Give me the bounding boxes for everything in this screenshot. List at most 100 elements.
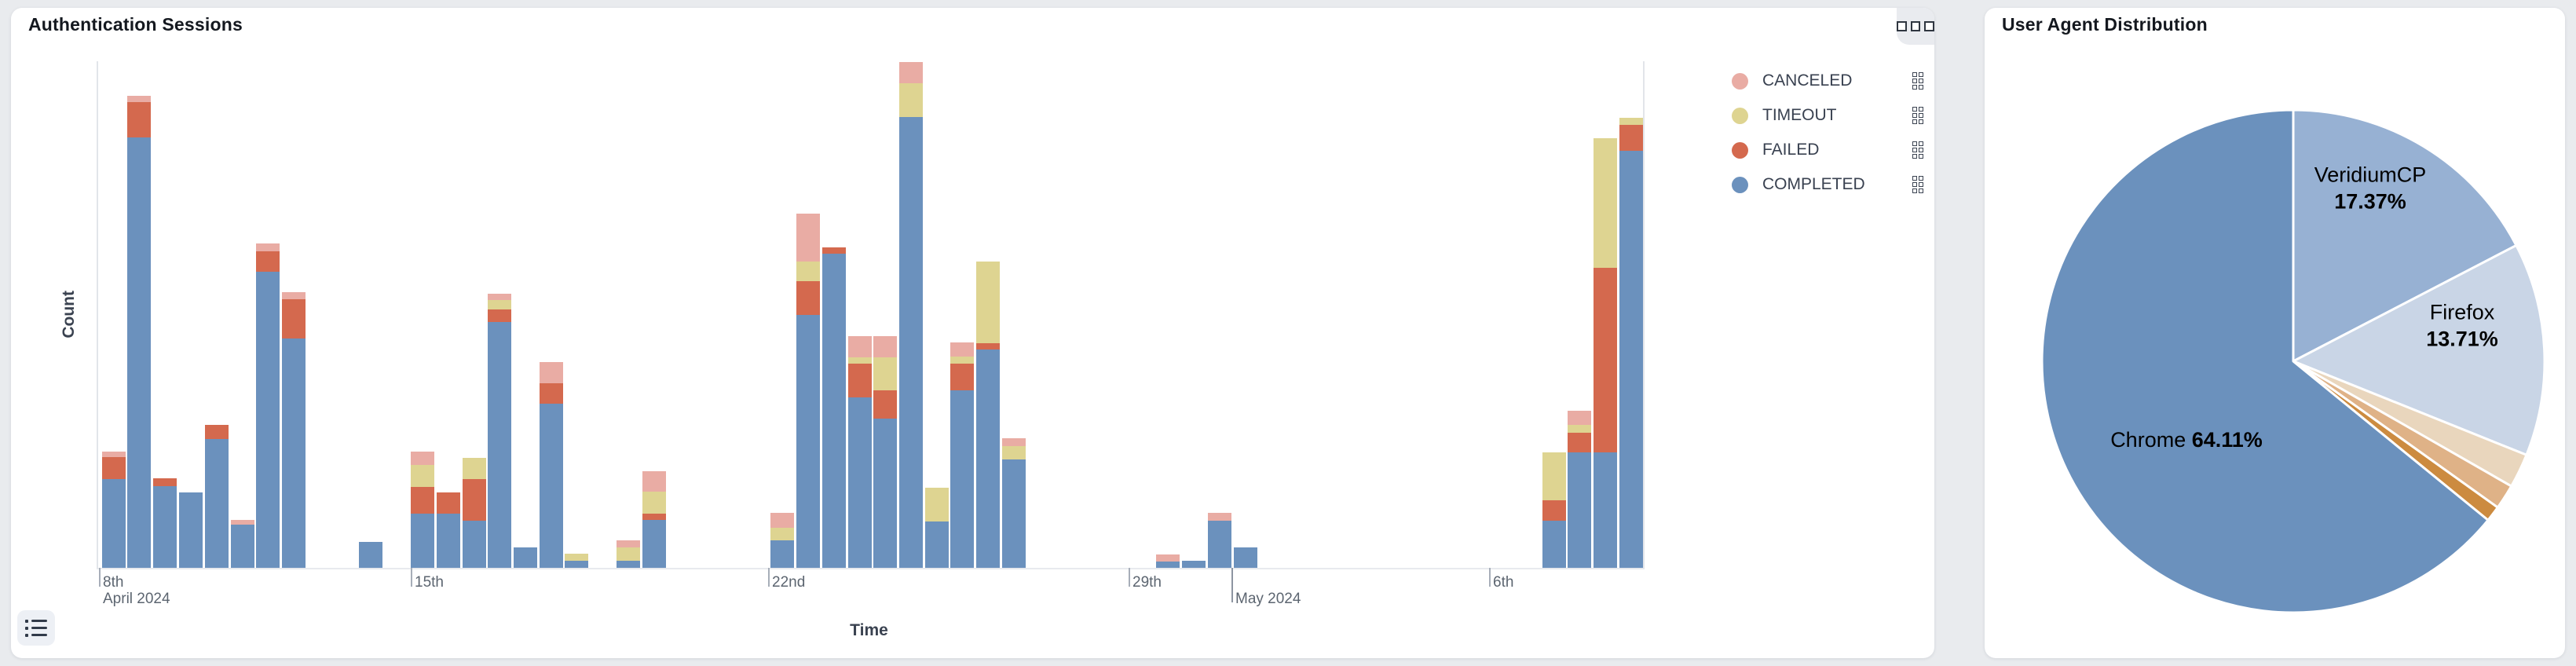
legend-drag-handle-icon[interactable] bbox=[1912, 107, 1923, 124]
stacked-bar[interactable] bbox=[463, 458, 486, 568]
bar-segment-canceled[interactable] bbox=[1568, 411, 1591, 425]
bar-segment-completed[interactable] bbox=[205, 439, 229, 568]
bar-segment-canceled[interactable] bbox=[1002, 438, 1026, 446]
legend-item-canceled[interactable]: CANCELED bbox=[1732, 69, 1852, 93]
bar-segment-completed[interactable] bbox=[565, 561, 588, 568]
bar-segment-completed[interactable] bbox=[1002, 459, 1026, 568]
bar-segment-canceled[interactable] bbox=[540, 362, 563, 383]
stacked-bar[interactable] bbox=[231, 520, 254, 568]
stacked-bar[interactable] bbox=[205, 425, 229, 568]
bar-segment-canceled[interactable] bbox=[1208, 513, 1231, 521]
stacked-bar[interactable] bbox=[1156, 554, 1180, 568]
bar-segment-canceled[interactable] bbox=[642, 471, 666, 492]
bar-segment-completed[interactable] bbox=[463, 521, 486, 568]
bar-segment-canceled[interactable] bbox=[127, 96, 151, 102]
bar-segment-completed[interactable] bbox=[179, 492, 203, 568]
bar-segment-failed[interactable] bbox=[540, 383, 563, 404]
bar-segment-canceled[interactable] bbox=[411, 452, 434, 465]
stacked-bar[interactable] bbox=[848, 336, 872, 568]
legend-drag-handle-icon[interactable] bbox=[1912, 72, 1923, 90]
bar-segment-canceled[interactable] bbox=[256, 243, 280, 251]
bar-segment-canceled[interactable] bbox=[848, 336, 872, 357]
stacked-bar[interactable] bbox=[256, 243, 280, 568]
legend-item-completed[interactable]: COMPLETED bbox=[1732, 173, 1865, 196]
legend-drag-handle-icon[interactable] bbox=[1912, 141, 1923, 159]
stacked-bar[interactable] bbox=[153, 478, 177, 568]
stacked-bar[interactable] bbox=[127, 96, 151, 568]
stacked-bar[interactable] bbox=[796, 214, 820, 568]
bar-segment-completed[interactable] bbox=[231, 525, 254, 568]
bar-segment-canceled[interactable] bbox=[1156, 554, 1180, 562]
stacked-bar[interactable] bbox=[1568, 411, 1591, 568]
bar-segment-completed[interactable] bbox=[899, 117, 923, 568]
bar-segment-completed[interactable] bbox=[411, 514, 434, 568]
bar-segment-failed[interactable] bbox=[873, 390, 897, 419]
stacked-bar[interactable] bbox=[437, 492, 460, 568]
bar-segment-completed[interactable] bbox=[282, 338, 306, 568]
bar-segment-failed[interactable] bbox=[102, 457, 126, 479]
bar-segment-failed[interactable] bbox=[848, 364, 872, 397]
bar-segment-canceled[interactable] bbox=[617, 540, 640, 547]
stacked-bar[interactable] bbox=[976, 262, 1000, 568]
bar-segment-completed[interactable] bbox=[848, 397, 872, 568]
bar-segment-failed[interactable] bbox=[950, 364, 974, 390]
bar-segment-completed[interactable] bbox=[1594, 452, 1617, 568]
bar-segment-failed[interactable] bbox=[153, 478, 177, 486]
bar-segment-completed[interactable] bbox=[540, 404, 563, 568]
stacked-bar[interactable] bbox=[822, 247, 846, 568]
bar-segment-canceled[interactable] bbox=[488, 294, 511, 300]
stacked-bar[interactable] bbox=[899, 62, 923, 568]
bar-segment-failed[interactable] bbox=[1619, 125, 1643, 151]
bar-segment-failed[interactable] bbox=[256, 251, 280, 272]
bar-segment-canceled[interactable] bbox=[796, 214, 820, 262]
bar-segment-failed[interactable] bbox=[282, 299, 306, 338]
bar-segment-completed[interactable] bbox=[1568, 452, 1591, 568]
bar-segment-timeout[interactable] bbox=[1619, 118, 1643, 125]
bar-segment-failed[interactable] bbox=[127, 102, 151, 137]
bar-segment-canceled[interactable] bbox=[899, 62, 923, 83]
bar-segment-canceled[interactable] bbox=[282, 292, 306, 299]
bar-segment-completed[interactable] bbox=[1542, 521, 1566, 568]
bar-segment-completed[interactable] bbox=[873, 419, 897, 568]
bar-segment-canceled[interactable] bbox=[950, 342, 974, 357]
bar-segment-timeout[interactable] bbox=[565, 554, 588, 561]
bar-segment-timeout[interactable] bbox=[848, 357, 872, 364]
stacked-bar[interactable] bbox=[514, 547, 537, 568]
bar-segment-timeout[interactable] bbox=[642, 492, 666, 514]
bar-segment-completed[interactable] bbox=[127, 137, 151, 568]
bar-segment-timeout[interactable] bbox=[1568, 425, 1591, 433]
bar-segment-canceled[interactable] bbox=[102, 452, 126, 457]
stacked-bar[interactable] bbox=[770, 513, 794, 568]
legend-item-failed[interactable]: FAILED bbox=[1732, 138, 1819, 162]
stacked-bar[interactable] bbox=[540, 362, 563, 568]
data-table-toggle-button[interactable] bbox=[17, 610, 55, 646]
bar-segment-completed[interactable] bbox=[950, 390, 974, 568]
bar-segment-completed[interactable] bbox=[642, 520, 666, 568]
bar-segment-failed[interactable] bbox=[796, 281, 820, 315]
legend-item-timeout[interactable]: TIMEOUT bbox=[1732, 104, 1837, 127]
bar-segment-failed[interactable] bbox=[1594, 268, 1617, 452]
stacked-bar[interactable] bbox=[642, 471, 666, 568]
stacked-bar[interactable] bbox=[1208, 513, 1231, 568]
stacked-bar[interactable] bbox=[950, 342, 974, 568]
stacked-bar[interactable] bbox=[179, 492, 203, 568]
bar-segment-timeout[interactable] bbox=[1542, 452, 1566, 500]
bar-segment-completed[interactable] bbox=[1156, 562, 1180, 568]
bar-segment-timeout[interactable] bbox=[770, 528, 794, 540]
stacked-bar[interactable] bbox=[1542, 452, 1566, 568]
bar-segment-timeout[interactable] bbox=[488, 300, 511, 309]
stacked-bar[interactable] bbox=[1619, 118, 1643, 568]
bar-segment-failed[interactable] bbox=[976, 343, 1000, 349]
bar-segment-completed[interactable] bbox=[1182, 561, 1206, 568]
stacked-bar[interactable] bbox=[1182, 561, 1206, 568]
stacked-bar[interactable] bbox=[1234, 547, 1257, 568]
bar-segment-completed[interactable] bbox=[925, 521, 949, 568]
bar-segment-completed[interactable] bbox=[514, 547, 537, 568]
bar-segment-completed[interactable] bbox=[256, 272, 280, 568]
bar-segment-completed[interactable] bbox=[1234, 547, 1257, 568]
bar-segment-timeout[interactable] bbox=[950, 357, 974, 364]
bar-segment-timeout[interactable] bbox=[1002, 446, 1026, 459]
bar-segment-timeout[interactable] bbox=[976, 262, 1000, 343]
bar-segment-timeout[interactable] bbox=[1594, 138, 1617, 268]
bar-segment-completed[interactable] bbox=[359, 542, 382, 568]
